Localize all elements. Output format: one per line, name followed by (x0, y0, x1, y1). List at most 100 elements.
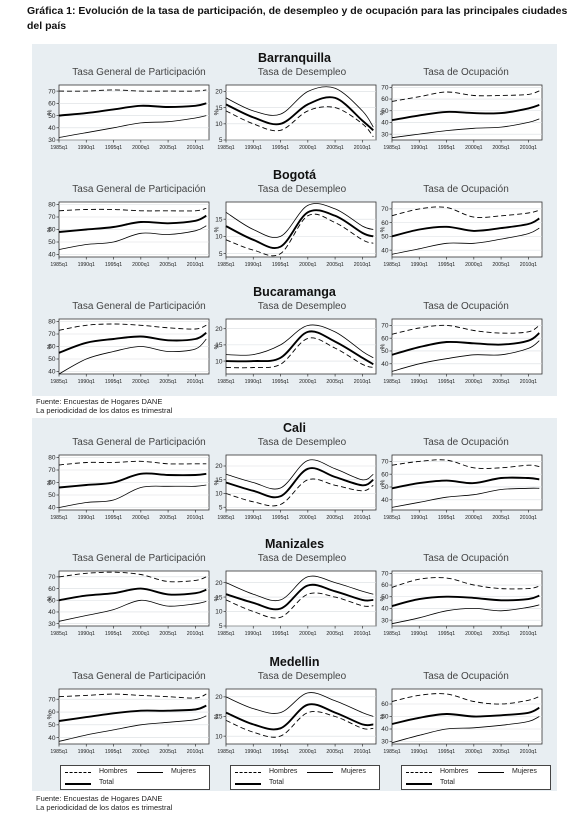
x-tick-label: 1990q1 (78, 631, 95, 637)
x-tick-label: 2000q1 (465, 262, 482, 268)
y-tick-label: 50 (381, 348, 389, 355)
series-line-total (58, 587, 207, 602)
y-tick-label: 30 (381, 131, 389, 138)
series-line-total (391, 332, 540, 356)
series-line-hombres (225, 106, 374, 138)
x-tick-label: 2010q1 (187, 379, 204, 385)
series-line-hombres (58, 571, 207, 583)
chart-barranquilla-3: 30 40 50 60 70% 1985q1 1990q1 1995q1 2000q1 2005q… (380, 85, 543, 151)
x-tick-label: 2000q1 (465, 749, 482, 755)
x-tick-label: 2005q1 (492, 749, 509, 755)
source-note-2-line-2: La periodicidad de los datos es trimestr… (36, 803, 173, 812)
plot-frame (225, 84, 377, 141)
x-tick-label: 1990q1 (245, 379, 262, 385)
y-tick-label: 15 (215, 105, 223, 112)
x-tick-label: 2000q1 (299, 145, 316, 151)
plot-frame (58, 570, 210, 627)
y-axis-label: % (47, 226, 54, 232)
y-tick-label: 30 (381, 739, 389, 746)
y-tick-label: 5 (219, 623, 223, 630)
chart-cali-1: 40 50 60 70 80% 1985q1 1990q1 1995q1 2000q1 2005q… (47, 454, 210, 521)
series-line-total (58, 704, 207, 722)
y-tick-label: 40 (381, 726, 389, 733)
x-tick-label: 2000q1 (465, 145, 482, 151)
source-note-1-line-2: La periodicidad de los datos es trimestr… (36, 406, 173, 415)
legend-swatch-women (478, 772, 504, 773)
chart-cali-3: 40 50 60 70% 1985q1 1990q1 1995q1 2000q1 2005q1 2… (380, 454, 543, 521)
legend-label-total: Total (269, 779, 284, 786)
y-tick-label: 60 (381, 701, 389, 708)
y-tick-label: 80 (48, 455, 56, 462)
y-tick-label: 60 (48, 227, 56, 234)
panel-title-barranquilla-1: Tasa General de Participación (72, 67, 206, 78)
x-tick-label: 2010q1 (187, 631, 204, 637)
y-tick-label: 50 (381, 108, 389, 115)
y-tick-label: 70 (48, 214, 56, 221)
x-tick-label: 2005q1 (159, 145, 176, 151)
x-tick-label: 1985q1 (383, 749, 400, 755)
x-tick-label: 1985q1 (217, 749, 234, 755)
x-tick-label: 2000q1 (299, 515, 316, 521)
x-tick-label: 1990q1 (78, 262, 95, 268)
series-line-hombres (58, 207, 207, 212)
x-tick-label: 1990q1 (245, 515, 262, 521)
x-tick-label: 2010q1 (354, 379, 371, 385)
y-tick-label: 60 (48, 586, 56, 593)
legend-label-total: Total (440, 779, 455, 786)
x-tick-label: 2010q1 (520, 262, 537, 268)
chart-bogota-3: 40 50 60 70% 1985q1 1990q1 1995q1 2000q1 2005q1 2… (380, 201, 543, 268)
y-tick-label: 5 (219, 251, 223, 258)
legend-swatch-women (137, 772, 163, 773)
y-tick-label: 10 (215, 733, 223, 740)
series-line-total (391, 103, 540, 122)
series-line-mujeres (391, 716, 540, 744)
x-tick-label: 2005q1 (159, 379, 176, 385)
y-tick-label: 60 (48, 709, 56, 716)
legend-swatch-men (406, 772, 432, 773)
y-tick-label: 70 (48, 88, 56, 95)
y-axis-label: % (380, 713, 387, 719)
x-tick-label: 1985q1 (50, 262, 67, 268)
y-tick-label: 10 (215, 234, 223, 241)
series-line-mujeres (58, 715, 207, 742)
city-title-medellin: Medellin (269, 655, 320, 669)
city-title-bucaramanga: Bucaramanga (253, 285, 336, 299)
city-title-barranquilla: Barranquilla (258, 51, 331, 65)
panel-title-bogota-2: Tasa de Desempleo (257, 184, 347, 195)
x-tick-label: 1995q1 (105, 379, 122, 385)
plot-frame (225, 201, 377, 258)
y-tick-label: 60 (381, 96, 389, 103)
x-tick-label: 2010q1 (354, 262, 371, 268)
y-tick-label: 30 (48, 137, 56, 144)
panel-title-manizales-1: Tasa General de Participación (72, 553, 206, 564)
series-line-total (225, 583, 374, 611)
panel-title-manizales-2: Tasa de Desempleo (257, 553, 347, 564)
chart-manizales-3: 30 40 50 60 70% 1985q1 1990q1 1995q1 2000q1 2005q… (380, 571, 543, 637)
x-tick-label: 1995q1 (272, 145, 289, 151)
x-tick-label: 1995q1 (105, 631, 122, 637)
x-tick-label: 2000q1 (132, 379, 149, 385)
y-axis-label: % (380, 595, 387, 601)
x-tick-label: 1985q1 (383, 379, 400, 385)
y-axis-label: % (47, 713, 54, 719)
panel-title-bogota-3: Tasa de Ocupación (423, 184, 509, 195)
series-line-total (225, 703, 374, 731)
y-tick-label: 60 (48, 344, 56, 351)
y-tick-label: 40 (48, 735, 56, 742)
x-tick-label: 1995q1 (272, 749, 289, 755)
x-tick-label: 1995q1 (438, 749, 455, 755)
series-line-total (58, 214, 207, 233)
chart-bogota-1: 40 50 60 70 80% 1985q1 1990q1 1995q1 2000q1 2005q… (47, 201, 210, 268)
x-tick-label: 1995q1 (105, 262, 122, 268)
y-tick-label: 70 (381, 85, 389, 92)
series-line-mujeres (225, 459, 374, 490)
x-tick-label: 2005q1 (159, 631, 176, 637)
series-line-total (391, 706, 540, 725)
panel-title-manizales-3: Tasa de Ocupación (423, 553, 509, 564)
series-line-mujeres (58, 599, 207, 622)
y-tick-label: 40 (48, 505, 56, 512)
x-tick-label: 1990q1 (411, 379, 428, 385)
x-tick-label: 1990q1 (245, 749, 262, 755)
x-tick-label: 2005q1 (159, 515, 176, 521)
y-tick-label: 70 (48, 331, 56, 338)
